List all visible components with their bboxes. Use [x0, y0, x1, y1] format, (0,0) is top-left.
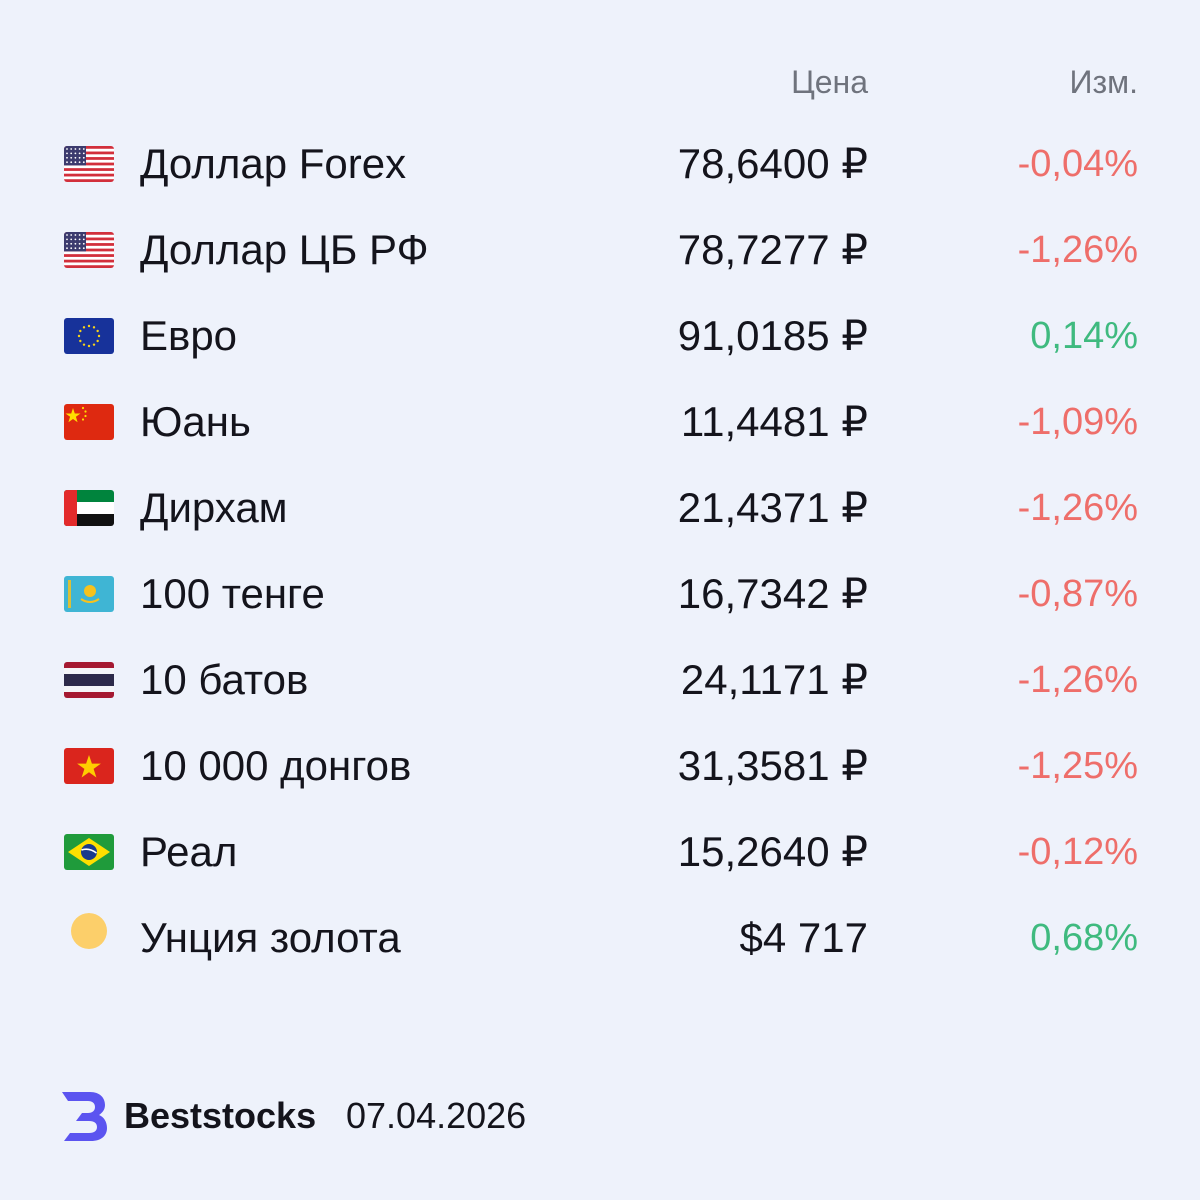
- us-flag-icon: [64, 232, 114, 268]
- brand-name: Beststocks: [124, 1095, 317, 1136]
- currency-price: 11,4481 ₽: [680, 398, 868, 445]
- currency-price: 91,0185 ₽: [677, 312, 868, 359]
- th-flag-icon: [64, 662, 114, 698]
- rate-row: Юань 11,4481 ₽ -1,09%: [0, 392, 1200, 452]
- rate-row: Доллар ЦБ РФ 78,7277 ₽ -1,26%: [0, 220, 1200, 280]
- br-flag-icon: [64, 834, 114, 870]
- rate-row: 10 батов 24,1171 ₽ -1,26%: [0, 650, 1200, 710]
- ae-flag-icon: [64, 490, 114, 526]
- price-change: -1,09%: [1017, 401, 1138, 443]
- currency-price: 31,3581 ₽: [677, 742, 868, 789]
- price-change: -1,25%: [1017, 745, 1138, 787]
- currency-price: 16,7342 ₽: [677, 570, 868, 617]
- kz-flag-icon: [64, 576, 114, 612]
- price-change: -0,12%: [1017, 831, 1138, 873]
- us-flag-icon: [64, 146, 114, 182]
- currency-price: 21,4371 ₽: [677, 484, 868, 531]
- currency-name: Доллар ЦБ РФ: [140, 226, 429, 273]
- price-change: -1,26%: [1017, 487, 1138, 529]
- currency-name: Евро: [140, 312, 238, 359]
- report-date: 07.04.2026: [346, 1095, 527, 1136]
- currency-name: Реал: [140, 828, 238, 875]
- currency-name: Юань: [140, 398, 251, 445]
- currency-price: 78,6400 ₽: [677, 140, 868, 187]
- rate-row: 10 000 донгов 31,3581 ₽ -1,25%: [0, 736, 1200, 796]
- gold-coin-icon: [64, 913, 114, 963]
- price-change: -0,04%: [1017, 143, 1138, 185]
- currency-name: 10 батов: [140, 656, 309, 703]
- rate-row: Доллар Forex 78,6400 ₽ -0,04%: [0, 134, 1200, 194]
- price-change: -1,26%: [1017, 659, 1138, 701]
- rate-row: Дирхам 21,4371 ₽ -1,26%: [0, 478, 1200, 538]
- currency-price: 24,1171 ₽: [680, 656, 868, 703]
- column-header-price: Цена: [791, 64, 868, 100]
- price-change: 0,68%: [1030, 917, 1138, 959]
- cn-flag-icon: [64, 404, 114, 440]
- vn-flag-icon: [64, 748, 114, 784]
- price-change: -1,26%: [1017, 229, 1138, 271]
- rate-row: Унция золота $4 717 0,68%: [0, 908, 1200, 968]
- currency-name: Дирхам: [140, 484, 288, 531]
- currency-name: 10 000 донгов: [140, 742, 412, 789]
- currency-price: $4 717: [739, 914, 868, 961]
- price-change: -0,87%: [1017, 573, 1138, 615]
- price-change: 0,14%: [1030, 315, 1138, 357]
- eu-flag-icon: [64, 318, 114, 354]
- rate-row: Евро 91,0185 ₽ 0,14%: [0, 306, 1200, 366]
- currency-name: Унция золота: [140, 914, 401, 961]
- currency-name: 100 тенге: [140, 570, 325, 617]
- rate-row: 100 тенге 16,7342 ₽ -0,87%: [0, 564, 1200, 624]
- rate-row: Реал 15,2640 ₽ -0,12%: [0, 822, 1200, 882]
- beststocks-logo-icon: [62, 1092, 107, 1141]
- currency-price: 78,7277 ₽: [677, 226, 868, 273]
- currency-price: 15,2640 ₽: [677, 828, 868, 875]
- currency-name: Доллар Forex: [140, 140, 407, 187]
- column-header-change: Изм.: [1069, 64, 1138, 100]
